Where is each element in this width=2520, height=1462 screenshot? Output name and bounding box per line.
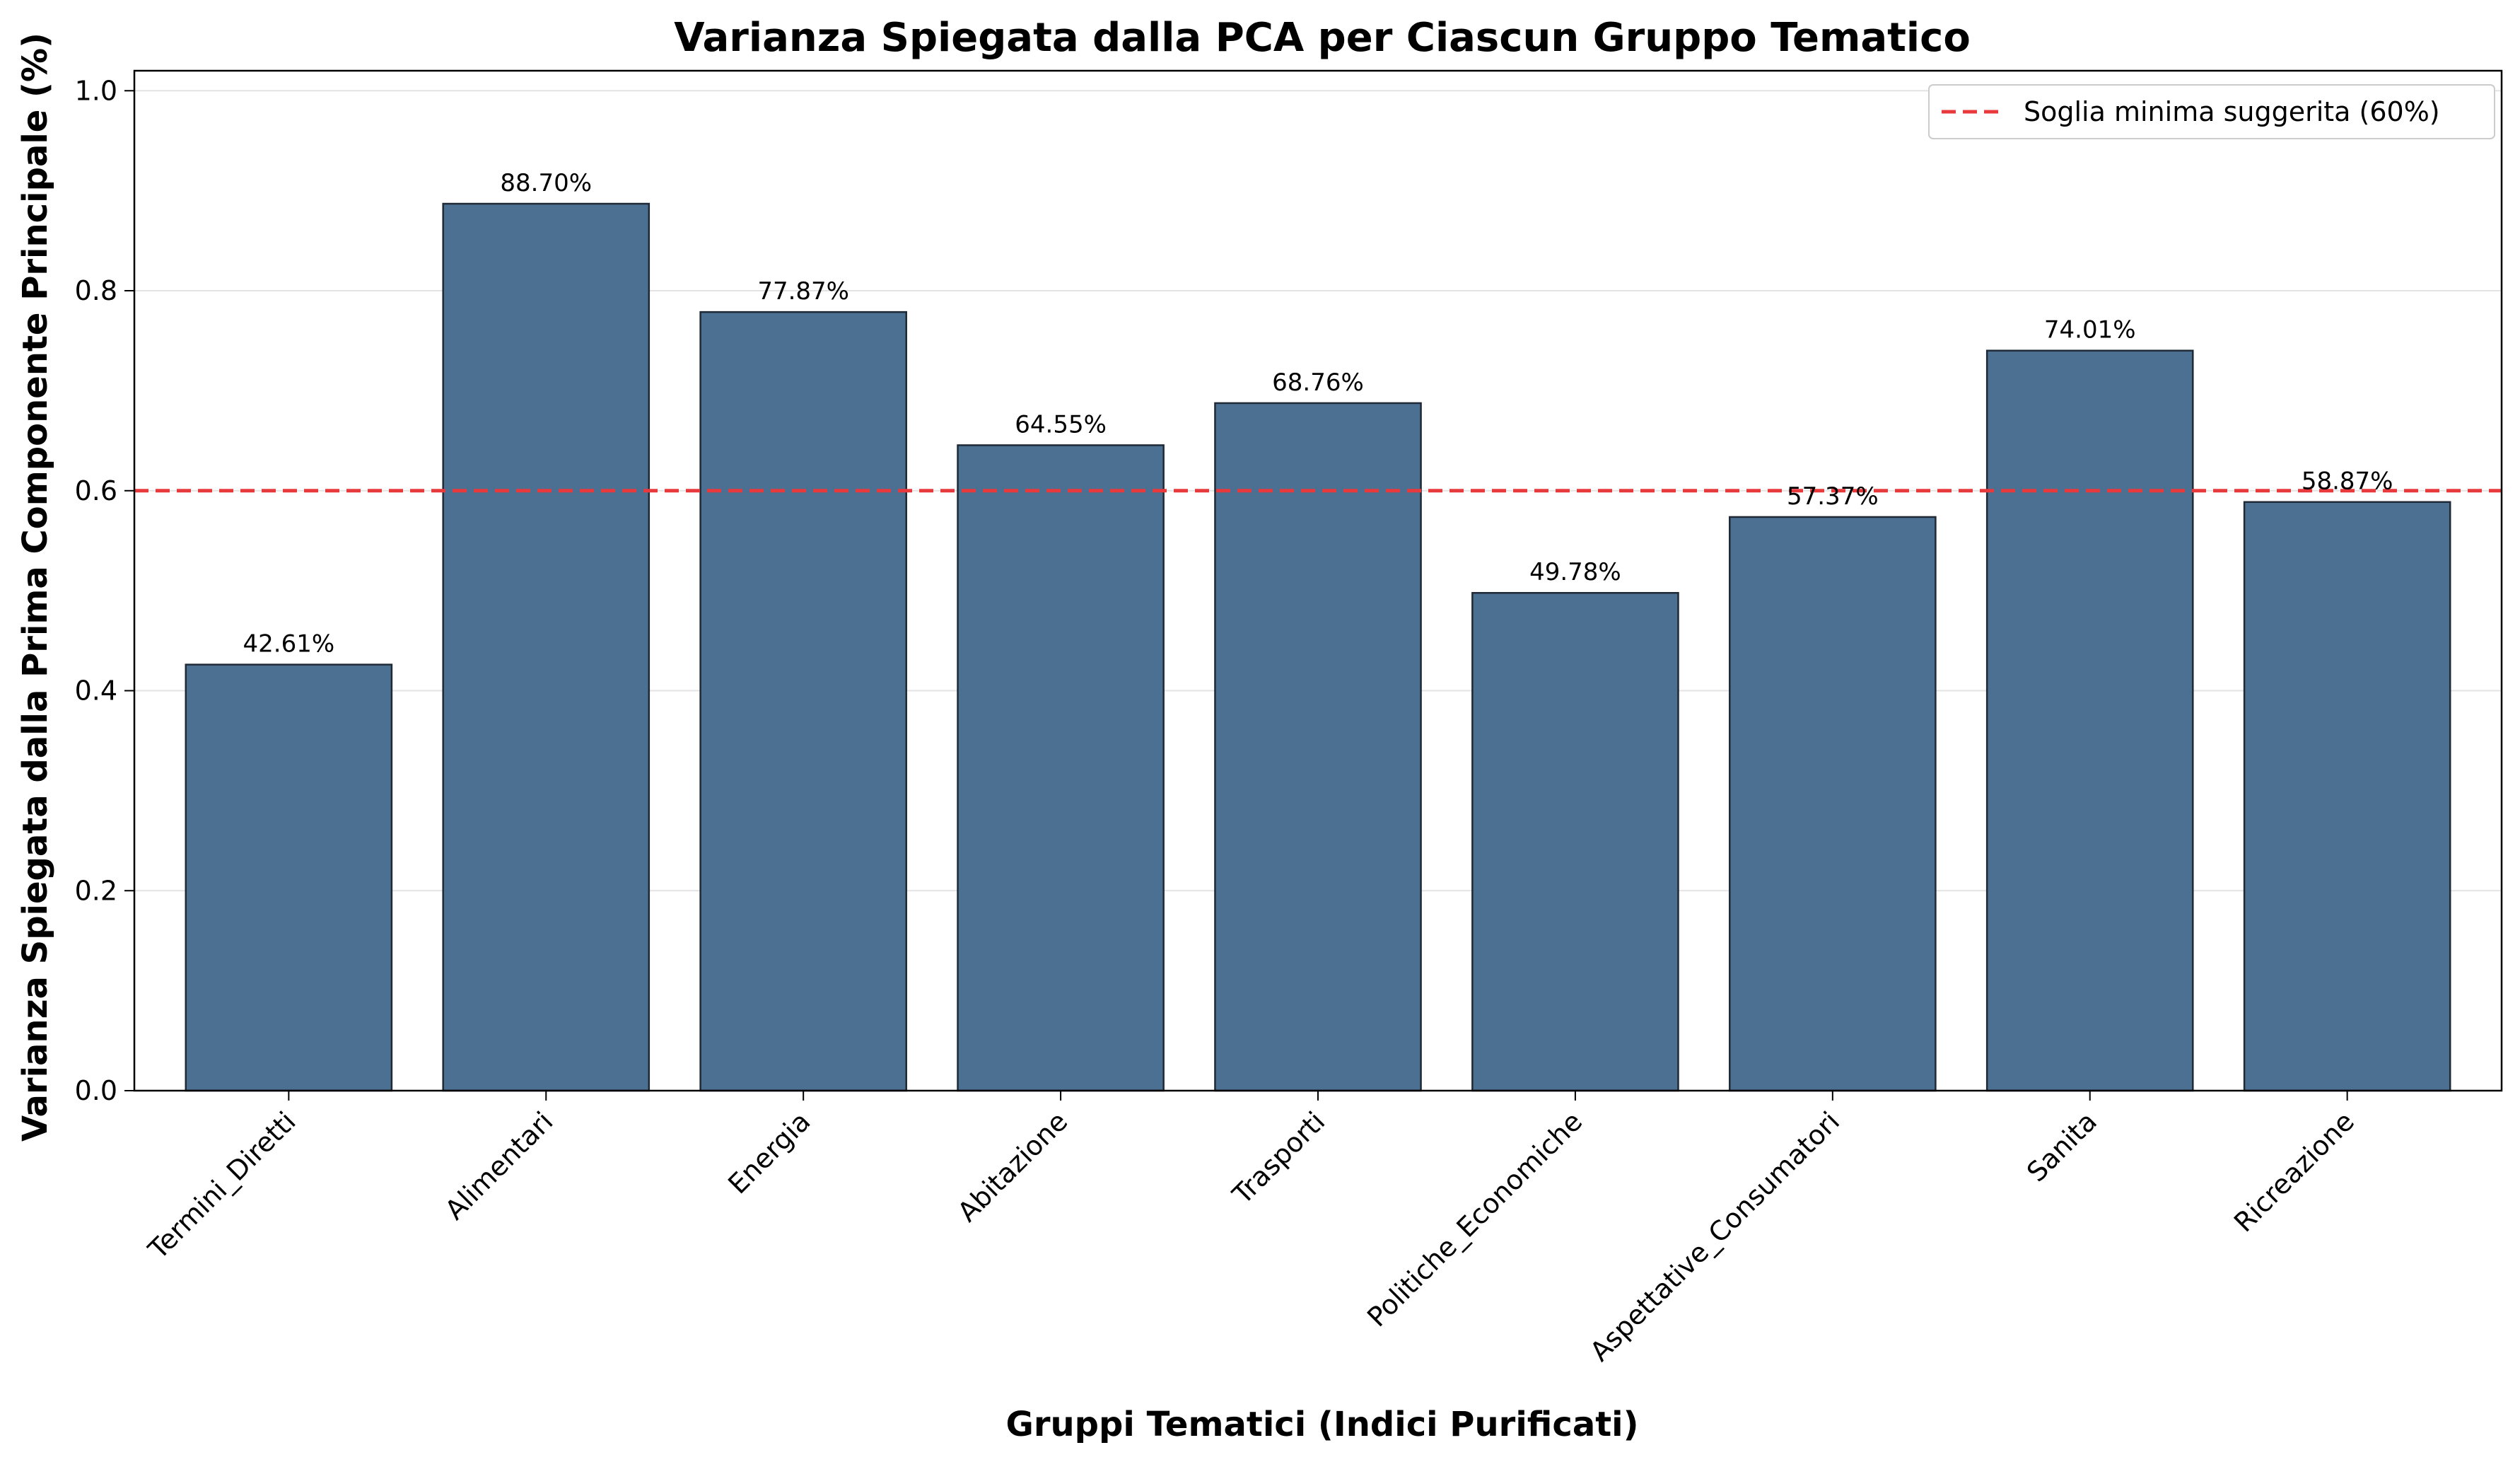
- y-tick-label: 0.4: [75, 675, 117, 707]
- y-tick-label: 0.2: [75, 875, 117, 906]
- bar-value-label: 74.01%: [2044, 316, 2136, 344]
- bar-value-label: 42.61%: [243, 630, 335, 659]
- bar-value-label: 88.70%: [500, 169, 592, 197]
- plot-frame: [133, 69, 2503, 1092]
- legend-label: Soglia minima suggerita (60%): [2024, 96, 2440, 127]
- y-tick-label: 1.0: [75, 75, 117, 106]
- bar-politiche-economiche: [1471, 591, 1679, 1092]
- bars: [185, 202, 2451, 1092]
- bar-value-label: 77.87%: [757, 277, 849, 306]
- y-tick-label: 0.8: [75, 275, 117, 306]
- bar-value-label: 49.78%: [1529, 558, 1621, 586]
- bar-abitazione: [957, 444, 1165, 1092]
- bar-value-label: 68.76%: [1272, 369, 1364, 397]
- bar-sanita: [1985, 349, 2194, 1092]
- bar-value-label: 58.87%: [2302, 468, 2393, 496]
- bar-trasporti: [1214, 402, 1422, 1092]
- bar-aspettative-consumatori: [1729, 516, 1937, 1092]
- chart-title: Varianza Spiegata dalla PCA per Ciascun …: [674, 15, 1971, 61]
- bar-value-label: 57.37%: [1787, 482, 1879, 511]
- bar-energia: [699, 311, 907, 1092]
- y-axis-label: Varianza Spiegata dalla Prima Componente…: [16, 33, 55, 1142]
- y-tick-label: 0.6: [75, 475, 117, 506]
- legend: Soglia minima suggerita (60%): [1928, 84, 2495, 139]
- legend-box: [1928, 84, 2495, 139]
- bar-alimentari: [442, 202, 651, 1092]
- bar-value-label: 64.55%: [1015, 410, 1107, 439]
- data-labels: 42.61% 88.70% 77.87% 64.55% 68.76% 49.78% 57.3…: [243, 169, 2393, 659]
- x-axis-label: Gruppi Tematici (Indici Purificati): [1005, 1405, 1638, 1444]
- bar-ricreazione: [2243, 501, 2451, 1092]
- bar-termini-diretti: [185, 663, 393, 1092]
- y-tick-label: 0.0: [75, 1075, 117, 1106]
